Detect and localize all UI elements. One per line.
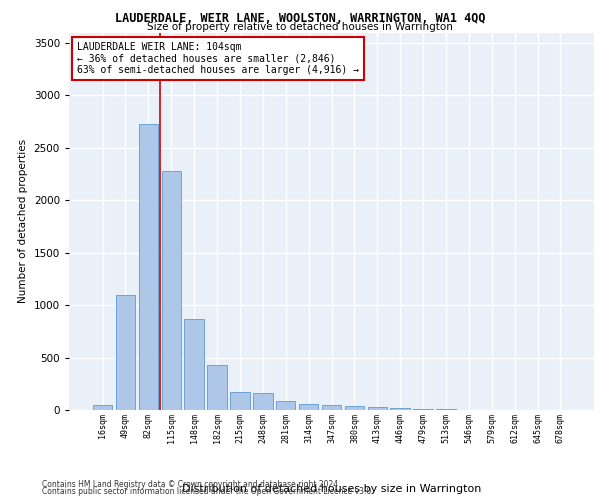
Bar bbox=[276, 400, 295, 410]
Bar bbox=[322, 405, 341, 410]
X-axis label: Distribution of detached houses by size in Warrington: Distribution of detached houses by size … bbox=[182, 484, 481, 494]
Text: Contains HM Land Registry data © Crown copyright and database right 2024.: Contains HM Land Registry data © Crown c… bbox=[42, 480, 341, 489]
Bar bbox=[161, 171, 181, 410]
Bar bbox=[208, 365, 227, 410]
Bar bbox=[184, 319, 204, 410]
Bar bbox=[299, 404, 319, 410]
Bar bbox=[391, 408, 410, 410]
Text: LAUDERDALE WEIR LANE: 104sqm
← 36% of detached houses are smaller (2,846)
63% of: LAUDERDALE WEIR LANE: 104sqm ← 36% of de… bbox=[77, 42, 359, 75]
Text: Size of property relative to detached houses in Warrington: Size of property relative to detached ho… bbox=[147, 22, 453, 32]
Y-axis label: Number of detached properties: Number of detached properties bbox=[18, 139, 28, 304]
Text: Contains public sector information licensed under the Open Government Licence v3: Contains public sector information licen… bbox=[42, 487, 374, 496]
Bar bbox=[116, 294, 135, 410]
Bar bbox=[139, 124, 158, 410]
Bar bbox=[230, 392, 250, 410]
Bar bbox=[368, 407, 387, 410]
Bar bbox=[253, 393, 272, 410]
Bar bbox=[93, 405, 112, 410]
Text: LAUDERDALE, WEIR LANE, WOOLSTON, WARRINGTON, WA1 4QQ: LAUDERDALE, WEIR LANE, WOOLSTON, WARRING… bbox=[115, 12, 485, 26]
Bar bbox=[344, 406, 364, 410]
